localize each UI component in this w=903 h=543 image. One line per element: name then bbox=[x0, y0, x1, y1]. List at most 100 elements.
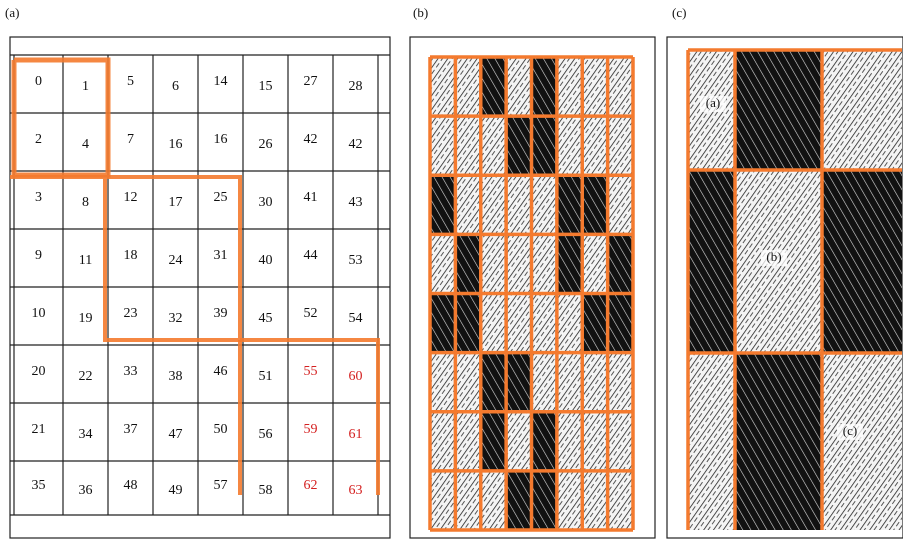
cell-number: 9 bbox=[35, 248, 42, 263]
texture-cell bbox=[582, 412, 607, 471]
cell-number: 6 bbox=[172, 79, 179, 94]
cell-number: 4 bbox=[82, 137, 89, 152]
texture-cell bbox=[608, 412, 633, 471]
texture-cell bbox=[822, 50, 902, 170]
cell-number: 59 bbox=[304, 422, 318, 437]
cell-number: 47 bbox=[169, 427, 183, 442]
cell-number: 30 bbox=[259, 195, 273, 210]
texture-cell bbox=[455, 175, 480, 234]
cell-number: 41 bbox=[304, 190, 318, 205]
cell-number: 18 bbox=[124, 248, 138, 263]
cell-number: 26 bbox=[259, 137, 273, 152]
cell-number: 35 bbox=[32, 478, 46, 493]
cell-number: 11 bbox=[79, 253, 92, 268]
cell-number: 53 bbox=[349, 253, 363, 268]
cell-number: 45 bbox=[259, 311, 273, 326]
cell-number: 27 bbox=[304, 74, 318, 89]
texture-cell bbox=[582, 353, 607, 412]
cell-number: 38 bbox=[169, 369, 183, 384]
texture-cell bbox=[688, 170, 735, 353]
texture-cell bbox=[608, 57, 633, 116]
cell-number: 17 bbox=[169, 195, 183, 210]
texture-cell bbox=[557, 471, 582, 530]
region-label: (c) bbox=[843, 423, 857, 438]
cell-number: 24 bbox=[169, 253, 183, 268]
cell-number: 2 bbox=[35, 132, 42, 147]
texture-cell bbox=[430, 234, 455, 293]
texture-cell bbox=[506, 175, 531, 234]
cell-number: 40 bbox=[259, 253, 273, 268]
texture-cell bbox=[506, 116, 531, 175]
texture-grid: (a)(b)(c) bbox=[688, 50, 902, 530]
cell-number: 31 bbox=[214, 248, 228, 263]
texture-cell bbox=[430, 412, 455, 471]
texture-cell bbox=[608, 175, 633, 234]
cell-number: 21 bbox=[32, 422, 46, 437]
cell-number: 3 bbox=[35, 190, 42, 205]
texture-cell bbox=[532, 294, 557, 353]
texture-cell bbox=[557, 57, 582, 116]
texture-cell bbox=[532, 175, 557, 234]
texture-cell bbox=[506, 353, 531, 412]
texture-cell bbox=[735, 353, 822, 530]
texture-cell bbox=[532, 234, 557, 293]
cell-number: 7 bbox=[127, 132, 134, 147]
cell-number: 33 bbox=[124, 364, 138, 379]
texture-cell bbox=[506, 57, 531, 116]
texture-grid bbox=[430, 57, 633, 530]
cell-number: 5 bbox=[127, 74, 134, 89]
texture-cell bbox=[455, 412, 480, 471]
texture-cell bbox=[582, 471, 607, 530]
cell-number: 37 bbox=[124, 422, 138, 437]
cell-number: 49 bbox=[169, 483, 183, 498]
texture-cell bbox=[735, 50, 822, 170]
texture-cell bbox=[430, 471, 455, 530]
cell-number: 63 bbox=[349, 483, 363, 498]
cell-number: 20 bbox=[32, 364, 46, 379]
cell-number: 28 bbox=[349, 79, 363, 94]
texture-cell bbox=[455, 234, 480, 293]
texture-cell bbox=[455, 57, 480, 116]
cell-number: 60 bbox=[349, 369, 363, 384]
texture-cell bbox=[557, 234, 582, 293]
texture-cell bbox=[608, 234, 633, 293]
cell-number: 34 bbox=[79, 427, 93, 442]
cell-number: 42 bbox=[349, 137, 363, 152]
cell-number: 39 bbox=[214, 306, 228, 321]
cell-number: 57 bbox=[214, 478, 228, 493]
texture-cell bbox=[481, 471, 506, 530]
texture-cell bbox=[557, 175, 582, 234]
texture-cell bbox=[481, 57, 506, 116]
texture-cell bbox=[822, 353, 902, 530]
texture-cell bbox=[532, 116, 557, 175]
region-label: (a) bbox=[706, 95, 720, 110]
texture-cell bbox=[608, 116, 633, 175]
texture-cell bbox=[557, 116, 582, 175]
texture-cell bbox=[455, 471, 480, 530]
texture-cell bbox=[455, 353, 480, 412]
texture-cell bbox=[582, 294, 607, 353]
cell-number: 14 bbox=[214, 74, 228, 89]
texture-cell bbox=[430, 116, 455, 175]
texture-cell bbox=[582, 116, 607, 175]
texture-cell bbox=[506, 234, 531, 293]
panel-label: (b) bbox=[413, 5, 428, 20]
region-outline bbox=[14, 60, 108, 175]
cell-number: 44 bbox=[304, 248, 318, 263]
cell-number: 56 bbox=[259, 427, 273, 442]
cell-number: 10 bbox=[32, 306, 46, 321]
texture-cell bbox=[557, 353, 582, 412]
cell-number: 52 bbox=[304, 306, 318, 321]
texture-cell bbox=[557, 294, 582, 353]
texture-cell bbox=[608, 471, 633, 530]
texture-cell bbox=[582, 175, 607, 234]
cell-number: 16 bbox=[169, 137, 183, 152]
cell-number: 8 bbox=[82, 195, 89, 210]
cell-number: 42 bbox=[304, 132, 318, 147]
cell-number: 51 bbox=[259, 369, 273, 384]
cell-number: 23 bbox=[124, 306, 138, 321]
texture-cell bbox=[608, 353, 633, 412]
cell-number: 1 bbox=[82, 79, 89, 94]
texture-cell bbox=[455, 294, 480, 353]
